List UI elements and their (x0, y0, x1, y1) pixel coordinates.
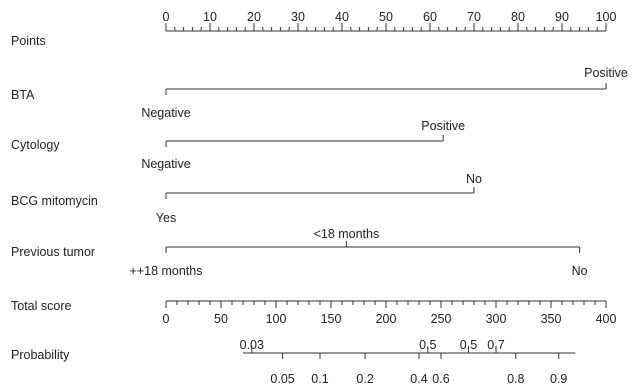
previous-tumor-level-label: No (572, 264, 588, 278)
probability-tick-label: 0.7 (487, 338, 504, 352)
probability-tick-label: 0.8 (507, 372, 524, 385)
cytology-level-label: Positive (421, 119, 465, 133)
probability-tick-label: 0.9 (550, 372, 567, 385)
points-tick-label: 0 (163, 10, 170, 24)
points-tick-label: 100 (596, 10, 617, 24)
probability-tick-label: 0.1 (311, 372, 328, 385)
total-score-tick-label: 0 (163, 312, 170, 326)
cytology-level-label: Negative (141, 157, 190, 171)
total-score-tick-label: 50 (214, 312, 228, 326)
points-tick-label: 70 (467, 10, 481, 24)
probability-row-label: Probability (11, 348, 70, 362)
previous-tumor-level-label: ++18 months (130, 264, 203, 278)
points-tick-label: 40 (335, 10, 349, 24)
bcg-mitomycin-level-label: No (466, 172, 482, 186)
probability-tick-label: 0.05 (270, 372, 294, 385)
bta-level-label: Positive (584, 66, 628, 80)
points-tick-label: 10 (203, 10, 217, 24)
bta-level-label: Negative (141, 106, 190, 120)
bcg-mitomycin-row-label: BCG mitomycin (11, 194, 98, 208)
points-tick-label: 20 (247, 10, 261, 24)
probability-tick-label: 0.5 (419, 338, 436, 352)
probability-tick-label: 0.4 (410, 372, 427, 385)
points-row-label: Points (11, 34, 46, 48)
probability-tick-label: 0.03 (240, 338, 264, 352)
probability-tick-label: 0.2 (356, 372, 373, 385)
cytology-row-label: Cytology (11, 138, 60, 152)
total-score-tick-label: 150 (321, 312, 342, 326)
probability-tick-label: 0.6 (432, 372, 449, 385)
points-tick-label: 90 (555, 10, 569, 24)
total-score-row-label: Total score (11, 299, 71, 313)
previous-tumor-level-label: <18 months (314, 227, 380, 241)
points-tick-label: 60 (423, 10, 437, 24)
bcg-mitomycin-level-label: Yes (156, 211, 176, 225)
total-score-tick-label: 100 (266, 312, 287, 326)
probability-tick-label: 0.5 (460, 338, 477, 352)
total-score-tick-label: 200 (376, 312, 397, 326)
bta-row-label: BTA (11, 88, 35, 102)
total-score-tick-label: 400 (596, 312, 617, 326)
total-score-tick-label: 350 (541, 312, 562, 326)
total-score-tick-label: 300 (486, 312, 507, 326)
points-tick-label: 30 (291, 10, 305, 24)
points-tick-label: 50 (379, 10, 393, 24)
total-score-tick-label: 250 (431, 312, 452, 326)
points-tick-label: 80 (511, 10, 525, 24)
previous-tumor-row-label: Previous tumor (11, 245, 95, 259)
